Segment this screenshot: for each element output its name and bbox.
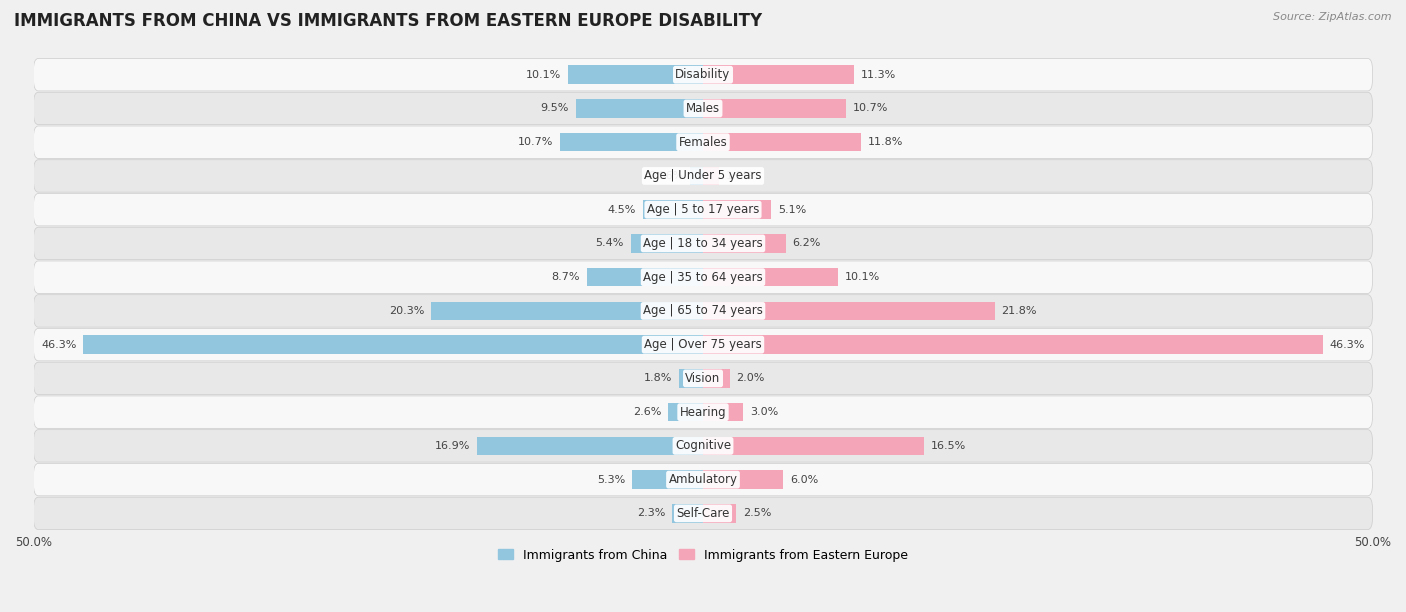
Text: Age | 5 to 17 years: Age | 5 to 17 years: [647, 203, 759, 216]
Text: 2.5%: 2.5%: [744, 509, 772, 518]
Bar: [703, 99, 846, 118]
Bar: [477, 436, 703, 455]
Bar: [703, 504, 737, 523]
FancyBboxPatch shape: [34, 362, 1372, 395]
Bar: [703, 65, 855, 84]
Bar: [679, 369, 703, 387]
Text: 5.4%: 5.4%: [596, 239, 624, 248]
Text: 0.96%: 0.96%: [648, 171, 683, 181]
Text: 11.3%: 11.3%: [860, 70, 896, 80]
Bar: [703, 302, 995, 320]
Bar: [568, 65, 703, 84]
Text: Age | 65 to 74 years: Age | 65 to 74 years: [643, 304, 763, 318]
Text: 4.5%: 4.5%: [607, 204, 636, 215]
Text: 9.5%: 9.5%: [541, 103, 569, 113]
Text: 2.3%: 2.3%: [637, 509, 665, 518]
Bar: [560, 133, 703, 152]
Text: IMMIGRANTS FROM CHINA VS IMMIGRANTS FROM EASTERN EUROPE DISABILITY: IMMIGRANTS FROM CHINA VS IMMIGRANTS FROM…: [14, 12, 762, 30]
Bar: [703, 403, 744, 422]
Text: Males: Males: [686, 102, 720, 115]
Text: Source: ZipAtlas.com: Source: ZipAtlas.com: [1274, 12, 1392, 22]
Bar: [633, 471, 703, 489]
Text: 10.7%: 10.7%: [517, 137, 553, 147]
Bar: [703, 234, 786, 253]
Bar: [703, 133, 860, 152]
Legend: Immigrants from China, Immigrants from Eastern Europe: Immigrants from China, Immigrants from E…: [492, 543, 914, 567]
Text: 10.7%: 10.7%: [853, 103, 889, 113]
Bar: [672, 504, 703, 523]
FancyBboxPatch shape: [34, 329, 1372, 361]
Bar: [668, 403, 703, 422]
FancyBboxPatch shape: [34, 92, 1372, 125]
Text: 11.8%: 11.8%: [868, 137, 903, 147]
Bar: [643, 200, 703, 219]
FancyBboxPatch shape: [34, 59, 1372, 91]
FancyBboxPatch shape: [34, 227, 1372, 259]
Bar: [576, 99, 703, 118]
Bar: [631, 234, 703, 253]
Text: Age | Over 75 years: Age | Over 75 years: [644, 338, 762, 351]
Text: Age | Under 5 years: Age | Under 5 years: [644, 170, 762, 182]
Text: 46.3%: 46.3%: [41, 340, 76, 349]
Text: 16.9%: 16.9%: [434, 441, 470, 451]
Text: Ambulatory: Ambulatory: [668, 473, 738, 486]
Text: 2.6%: 2.6%: [633, 407, 661, 417]
Text: 8.7%: 8.7%: [551, 272, 579, 282]
Text: 5.1%: 5.1%: [778, 204, 806, 215]
Text: 1.8%: 1.8%: [644, 373, 672, 383]
Bar: [703, 335, 1323, 354]
Bar: [83, 335, 703, 354]
Bar: [586, 268, 703, 286]
Text: Age | 35 to 64 years: Age | 35 to 64 years: [643, 271, 763, 284]
Text: Vision: Vision: [685, 372, 721, 385]
FancyBboxPatch shape: [34, 261, 1372, 293]
Bar: [703, 369, 730, 387]
Text: Disability: Disability: [675, 68, 731, 81]
FancyBboxPatch shape: [34, 126, 1372, 159]
Bar: [432, 302, 703, 320]
FancyBboxPatch shape: [34, 463, 1372, 496]
Text: 2.0%: 2.0%: [737, 373, 765, 383]
Text: 10.1%: 10.1%: [845, 272, 880, 282]
Text: 6.0%: 6.0%: [790, 475, 818, 485]
Text: 3.0%: 3.0%: [749, 407, 778, 417]
FancyBboxPatch shape: [34, 430, 1372, 462]
FancyBboxPatch shape: [34, 497, 1372, 529]
Text: Self-Care: Self-Care: [676, 507, 730, 520]
FancyBboxPatch shape: [34, 396, 1372, 428]
Bar: [703, 471, 783, 489]
Text: 46.3%: 46.3%: [1330, 340, 1365, 349]
Bar: [703, 200, 772, 219]
Bar: [703, 166, 718, 185]
Text: 20.3%: 20.3%: [389, 306, 425, 316]
Text: 21.8%: 21.8%: [1001, 306, 1038, 316]
Text: Age | 18 to 34 years: Age | 18 to 34 years: [643, 237, 763, 250]
Bar: [690, 166, 703, 185]
Text: 1.2%: 1.2%: [725, 171, 754, 181]
Text: Cognitive: Cognitive: [675, 439, 731, 452]
FancyBboxPatch shape: [34, 193, 1372, 226]
FancyBboxPatch shape: [34, 295, 1372, 327]
Text: 10.1%: 10.1%: [526, 70, 561, 80]
FancyBboxPatch shape: [34, 160, 1372, 192]
Bar: [703, 268, 838, 286]
Text: Females: Females: [679, 136, 727, 149]
Text: 5.3%: 5.3%: [598, 475, 626, 485]
Text: Hearing: Hearing: [679, 406, 727, 419]
Text: 16.5%: 16.5%: [931, 441, 966, 451]
Bar: [703, 436, 924, 455]
Text: 6.2%: 6.2%: [793, 239, 821, 248]
